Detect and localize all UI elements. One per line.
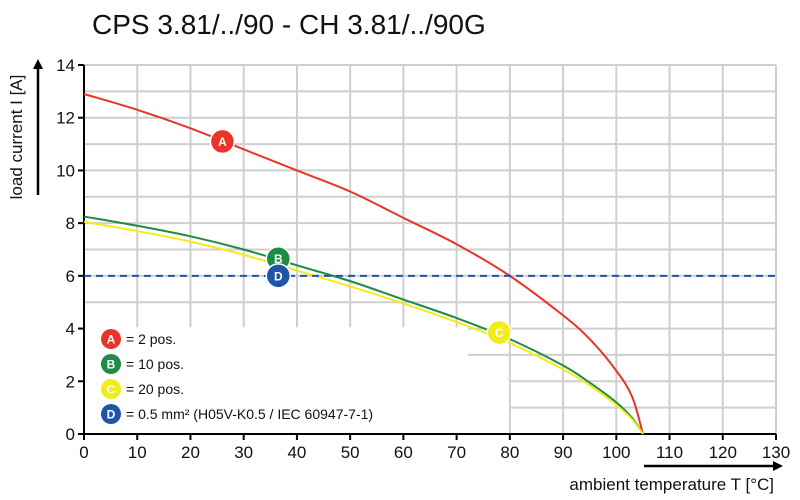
- legend-text-D: = 0.5 mm² (H05V-K0.5 / IEC 60947-7-1): [126, 406, 373, 422]
- series-line-C: [83, 220, 644, 435]
- marker-label-D: D: [274, 269, 283, 283]
- x-tick-label: 60: [394, 443, 413, 462]
- series-line-B: [83, 215, 644, 435]
- marker-D: [265, 263, 292, 289]
- x-tick-label: 30: [234, 443, 253, 462]
- y-tick-label: 14: [56, 56, 75, 75]
- legend-swatch-B: [101, 354, 121, 374]
- legend-text-A: = 2 pos.: [126, 331, 176, 347]
- x-tick-label: 120: [709, 443, 737, 462]
- marker-label-B: B: [274, 252, 283, 266]
- axes: [78, 64, 777, 440]
- legend-swatch-A: [101, 329, 121, 349]
- legend-background: [85, 327, 468, 433]
- legend-swatch-label-C: C: [107, 383, 116, 397]
- y-tick-label: 4: [66, 320, 75, 339]
- legend-text-B: = 10 pos.: [126, 356, 184, 372]
- marker-C: [486, 319, 512, 346]
- x-tick-label: 50: [341, 443, 360, 462]
- legend-swatch-C: [101, 379, 121, 399]
- legend-swatch-label-D: D: [107, 408, 116, 422]
- legend-text-C: = 20 pos.: [126, 381, 184, 397]
- x-tick-label: 70: [447, 443, 466, 462]
- legend: A = 2 pos. B = 10 pos. C = 20 pos. D = 0.5 mm² …: [101, 329, 373, 424]
- x-tick-label: 10: [128, 443, 147, 462]
- legend-swatch-label-B: B: [107, 358, 116, 372]
- y-tick-label: 6: [66, 267, 75, 286]
- tick-labels: 0 10 20 30 40 50 60 70 80 90 100 110 120 130 0 2 4 6 8 10 12…: [56, 56, 790, 462]
- x-tick-label: 100: [602, 443, 630, 462]
- y-tick-label: 0: [66, 425, 75, 444]
- y-axis-label: load current I [A]: [7, 75, 26, 200]
- y-tick-label: 10: [56, 161, 75, 180]
- x-tick-label: 90: [554, 443, 573, 462]
- legend-swatch-label-A: A: [107, 333, 116, 347]
- x-tick-label: 80: [500, 443, 519, 462]
- marker-label-A: A: [218, 135, 227, 149]
- x-tick-label: 0: [79, 443, 88, 462]
- x-axis-label: ambient temperature T [°C]: [569, 475, 774, 494]
- y-tick-label: 12: [56, 109, 75, 128]
- y-tick-label: 2: [66, 372, 75, 391]
- x-tick-label: 130: [762, 443, 790, 462]
- series-group: [83, 93, 776, 435]
- marker-label-C: C: [495, 326, 504, 340]
- x-tick-label: 20: [181, 443, 200, 462]
- series-line-A: [83, 93, 644, 435]
- markers-group: A BD C: [209, 128, 512, 346]
- legend-swatch-D: [101, 404, 121, 424]
- marker-A: [209, 128, 236, 155]
- x-tick-label: 110: [656, 443, 683, 462]
- x-tick-label: 40: [287, 443, 306, 462]
- y-tick-label: 8: [66, 214, 75, 233]
- chart-title: CPS 3.81/../90 - CH 3.81/../90G: [92, 9, 486, 40]
